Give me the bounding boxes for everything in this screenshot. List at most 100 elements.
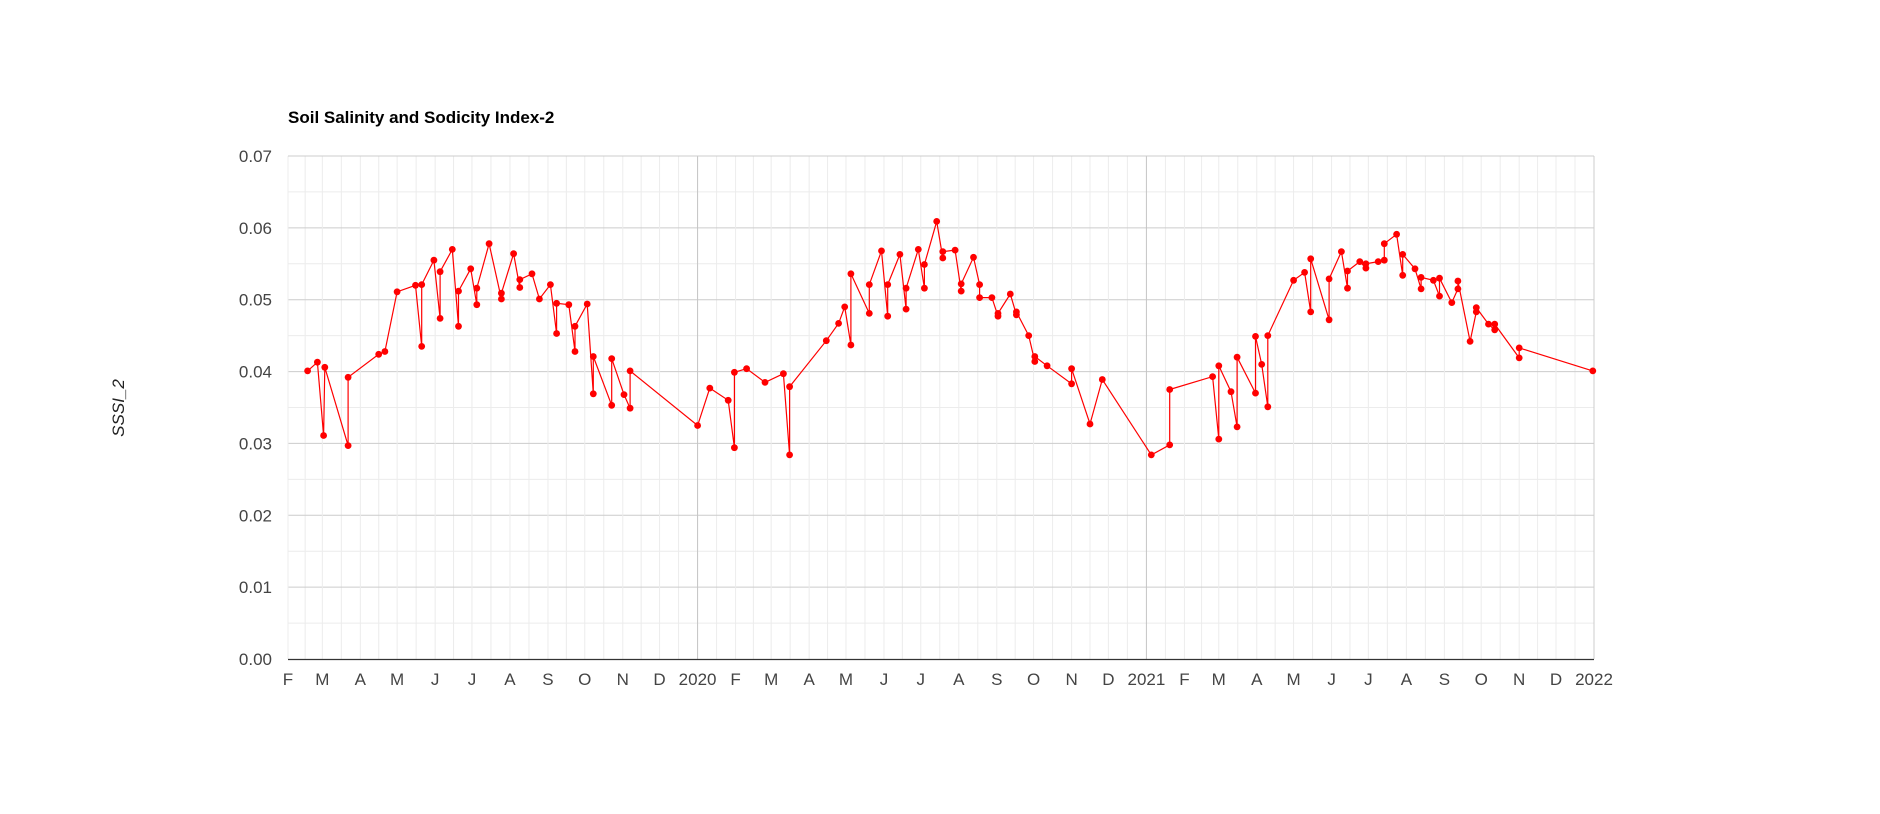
data-point[interactable] [1374,258,1382,265]
data-point[interactable] [1031,358,1039,365]
data-point[interactable] [1454,285,1462,293]
data-point[interactable] [1338,248,1345,256]
data-point[interactable] [1399,251,1407,258]
data-point[interactable] [921,284,928,292]
data-point[interactable] [1006,290,1014,298]
data-point[interactable] [1448,299,1456,306]
data-point[interactable] [847,270,855,278]
data-point[interactable] [1380,256,1388,264]
data-point[interactable] [485,240,493,248]
data-point[interactable] [1233,353,1241,361]
data-point[interactable] [694,422,701,429]
data-point[interactable] [1215,435,1223,443]
data-point[interactable] [743,365,750,373]
data-point[interactable] [1166,441,1174,449]
data-point[interactable] [1325,316,1333,324]
data-point[interactable] [884,312,892,320]
data-point[interactable] [1086,420,1094,428]
data-point[interactable] [1233,423,1241,431]
data-point[interactable] [724,396,732,404]
data-point[interactable] [1258,361,1266,368]
data-point[interactable] [455,287,462,295]
data-point[interactable] [608,355,616,362]
data-point[interactable] [467,265,475,273]
data-point[interactable] [430,256,438,264]
data-point[interactable] [620,391,628,398]
data-point[interactable] [344,373,352,381]
data-point[interactable] [822,337,830,345]
data-point[interactable] [1380,240,1388,248]
data-point[interactable] [1362,260,1370,268]
data-point[interactable] [516,284,524,291]
data-point[interactable] [381,348,389,355]
data-point[interactable] [1215,362,1223,370]
data-point[interactable] [706,384,714,392]
data-point[interactable] [786,451,793,459]
data-point[interactable] [1454,277,1462,285]
data-point[interactable] [304,367,311,375]
data-point[interactable] [951,246,959,254]
data-point[interactable] [1252,389,1259,397]
data-point[interactable] [547,281,554,288]
data-point[interactable] [865,281,873,288]
data-point[interactable] [1307,255,1315,263]
data-point[interactable] [902,305,910,313]
data-point[interactable] [344,442,352,449]
data-point[interactable] [1417,285,1425,293]
data-point[interactable] [571,322,579,330]
data-point[interactable] [436,268,444,276]
data-point[interactable] [957,280,965,288]
data-point[interactable] [957,287,965,295]
data-point[interactable] [1166,386,1174,393]
data-point[interactable] [516,276,524,283]
data-point[interactable] [914,246,922,253]
data-point[interactable] [608,401,616,409]
data-point[interactable] [1325,275,1333,283]
data-point[interactable] [1430,276,1437,284]
data-point[interactable] [884,281,892,288]
data-point[interactable] [510,250,517,258]
data-point[interactable] [412,281,419,289]
data-point[interactable] [1344,284,1351,292]
data-point[interactable] [1252,333,1259,340]
data-point[interactable] [731,368,738,376]
data-point[interactable] [847,341,855,349]
data-point[interactable] [976,281,983,288]
data-point[interactable] [1491,320,1499,328]
data-point[interactable] [1589,367,1597,375]
data-point[interactable] [1264,403,1272,411]
data-point[interactable] [1013,308,1020,316]
data-point[interactable] [1485,320,1492,328]
data-point[interactable] [761,379,769,386]
data-point[interactable] [1025,332,1033,339]
data-point[interactable] [835,320,842,327]
data-point[interactable] [498,295,505,303]
data-point[interactable] [418,281,426,288]
data-point[interactable] [498,289,505,297]
data-point[interactable] [1301,269,1308,276]
data-point[interactable] [448,246,456,253]
data-point[interactable] [626,367,634,375]
data-point[interactable] [1515,344,1523,352]
data-point[interactable] [589,390,597,398]
data-point[interactable] [553,330,560,337]
data-point[interactable] [1307,308,1315,316]
data-point[interactable] [1472,304,1480,311]
data-point[interactable] [933,218,941,225]
data-point[interactable] [320,432,327,439]
data-point[interactable] [536,295,543,303]
data-point[interactable] [436,315,444,322]
data-point[interactable] [1417,274,1425,281]
data-point[interactable] [841,303,849,311]
data-point[interactable] [589,353,597,360]
data-point[interactable] [1436,274,1443,282]
data-point[interactable] [418,343,426,350]
data-point[interactable] [1043,362,1051,370]
data-point[interactable] [1515,354,1523,362]
data-point[interactable] [970,253,977,261]
data-point[interactable] [1466,338,1474,345]
data-point[interactable] [571,348,579,355]
data-point[interactable] [1031,353,1039,360]
data-point[interactable] [896,251,904,258]
data-point[interactable] [1068,380,1075,388]
